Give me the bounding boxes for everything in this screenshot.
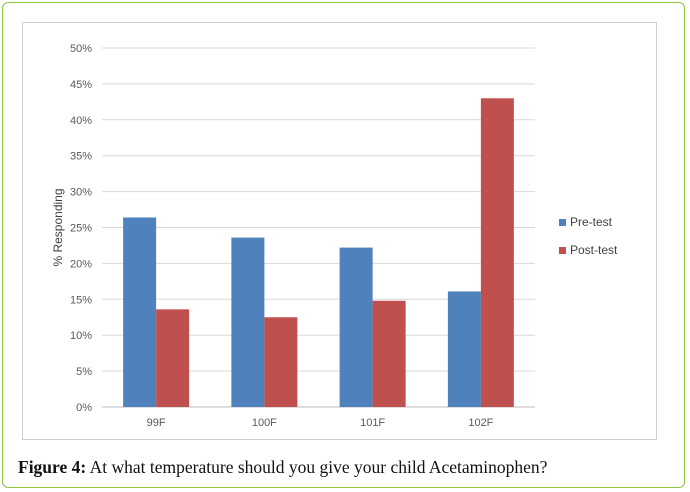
bar-pre-test (447, 291, 481, 407)
y-tick-label: 15% (70, 294, 92, 306)
y-tick-label: 35% (70, 151, 92, 163)
y-tick-label: 45% (70, 79, 92, 91)
legend-label: Pre-test (570, 215, 613, 229)
y-tick-label: 0% (76, 402, 92, 414)
y-tick-label: 25% (70, 223, 92, 235)
bar-pre-test (231, 237, 265, 407)
x-tick-label: 102F (468, 417, 493, 429)
x-tick-label: 99F (147, 417, 166, 429)
bar-post-test (372, 300, 406, 407)
legend-swatch (559, 247, 566, 254)
bar-pre-test (123, 217, 157, 407)
y-axis-label: % Responding (51, 188, 65, 266)
legend-swatch (559, 219, 566, 226)
y-tick-label: 20% (70, 258, 92, 270)
y-tick-label: 50% (70, 43, 92, 55)
y-tick-label: 40% (70, 115, 92, 127)
bar-post-test (480, 98, 514, 407)
bar-post-test (156, 309, 190, 407)
y-tick-label: 5% (76, 366, 92, 378)
legend-label: Post-test (570, 243, 618, 257)
bar-pre-test (339, 247, 373, 407)
y-tick-label: 10% (70, 330, 92, 342)
x-tick-label: 100F (252, 417, 277, 429)
x-tick-label: 101F (360, 417, 385, 429)
y-tick-label: 30% (70, 187, 92, 199)
caption-label: Figure 4: (18, 457, 87, 477)
caption-text: At what temperature should you give your… (86, 457, 548, 477)
bar-post-test (264, 317, 298, 407)
figure-caption: Figure 4: At what temperature should you… (18, 457, 678, 478)
